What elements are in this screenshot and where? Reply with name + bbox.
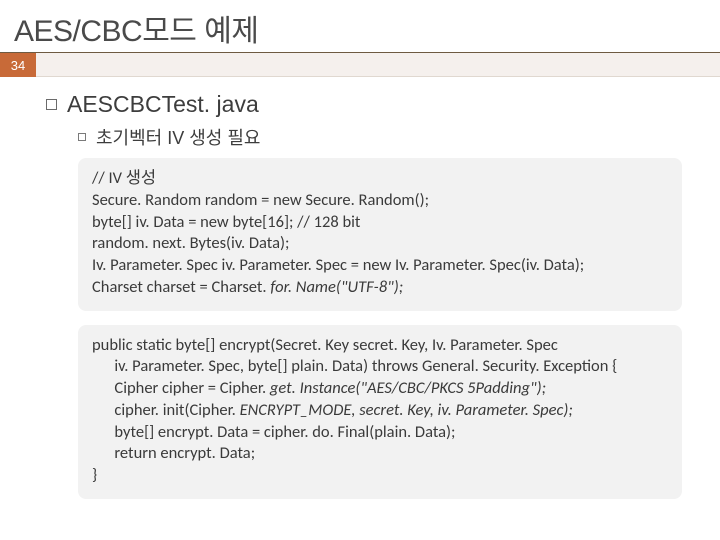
code2-line-prefix: Cipher cipher = Cipher. (92, 378, 270, 398)
code2-line-italic: get. Instance("AES/CBC/PKCS 5Padding"); (270, 378, 546, 398)
code2-line: byte[] encrypt. Data = cipher. do. Final… (92, 422, 455, 442)
slide-title: AES/CBC모드 예제 (0, 0, 720, 53)
code2-line-italic: ENCRYPT_MODE, secret. Key, iv. Parameter… (240, 400, 573, 420)
page-number-badge: 34 (0, 53, 36, 77)
subheading-row: 초기벡터 IV 생성 필요 (78, 124, 692, 150)
section-heading: AESCBCTest. java (67, 91, 259, 118)
subheading-text: 초기벡터 IV 생성 필요 (96, 124, 261, 150)
code1-line: byte[] iv. Data = new byte[16]; // 128 b… (92, 212, 360, 232)
code1-line-italic: for. Name("UTF-8"); (270, 277, 403, 297)
code2-line: return encrypt. Data; (92, 443, 255, 463)
code2-line: iv. Parameter. Spec, byte[] plain. Data)… (92, 356, 617, 376)
code-block-1: // IV 생성 Secure. Random random = new Sec… (78, 158, 682, 311)
section-heading-row: AESCBCTest. java (46, 91, 692, 118)
bullet-square-icon (78, 133, 86, 141)
code2-line: public static byte[] encrypt(Secret. Key… (92, 335, 558, 355)
code1-line: // IV 생성 (92, 168, 156, 188)
code-block-2: public static byte[] encrypt(Secret. Key… (78, 325, 682, 499)
code1-line-prefix: Charset charset = Charset. (92, 277, 270, 297)
content-area: AESCBCTest. java 초기벡터 IV 생성 필요 // IV 생성 … (0, 77, 720, 499)
code2-line: } (92, 465, 97, 485)
code2-line-prefix: cipher. init(Cipher. (92, 400, 240, 420)
bullet-box-icon (46, 99, 57, 110)
page-strip-fill (36, 53, 720, 77)
code1-line: Secure. Random random = new Secure. Rand… (92, 190, 429, 210)
page-strip: 34 (0, 53, 720, 77)
code1-line: Iv. Parameter. Spec iv. Parameter. Spec … (92, 255, 584, 275)
code1-line: random. next. Bytes(iv. Data); (92, 233, 289, 253)
